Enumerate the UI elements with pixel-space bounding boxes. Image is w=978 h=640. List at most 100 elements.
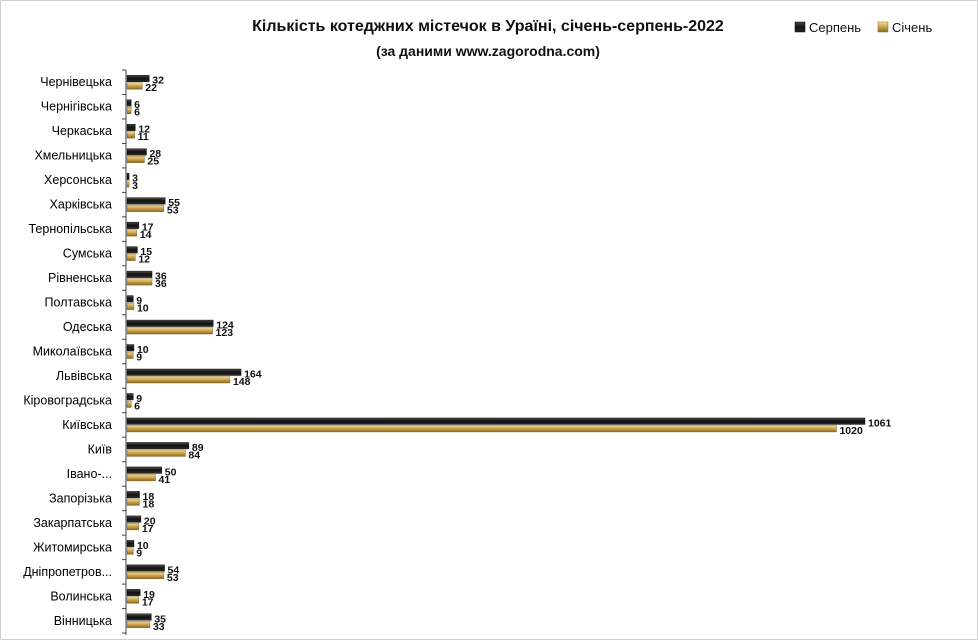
- category-label: Хмельницька: [34, 149, 112, 163]
- value-label-serpen: 35: [154, 613, 166, 625]
- value-label-sichen: 33: [153, 621, 165, 633]
- bar-sichen: [126, 449, 186, 457]
- chart-subtitle: (за даними www.zagorodna.com): [376, 43, 600, 59]
- bar-serpen: [126, 123, 136, 131]
- value-label-sichen: 6: [134, 400, 140, 412]
- value-label-sichen: 36: [155, 278, 167, 290]
- category-label: Полтавська: [45, 296, 112, 310]
- bar-sichen: [126, 131, 135, 139]
- bar-sichen: [126, 229, 137, 237]
- category-label: Сумська: [63, 247, 112, 261]
- value-label-sichen: 22: [145, 82, 157, 94]
- value-label-sichen: 9: [136, 547, 142, 559]
- value-label-serpen: 50: [165, 466, 177, 478]
- value-label-sichen: 17: [142, 596, 154, 608]
- bar-sichen: [126, 547, 134, 555]
- category-label: Чернігівська: [41, 100, 112, 114]
- value-label-serpen: 17: [142, 222, 154, 234]
- bar-sichen: [126, 155, 145, 163]
- category-label: Вінницька: [54, 614, 112, 628]
- bar-serpen: [126, 442, 190, 450]
- bar-serpen: [126, 344, 135, 352]
- value-label-sichen: 6: [134, 107, 140, 119]
- bar-sichen: [126, 351, 134, 359]
- value-label-serpen: 15: [140, 246, 152, 258]
- bar-serpen: [126, 417, 866, 425]
- category-label: Кіровоградська: [23, 393, 112, 407]
- bar-sichen: [126, 400, 132, 408]
- value-label-serpen: 55: [168, 197, 180, 209]
- value-label-sichen: 14: [140, 229, 152, 241]
- bar-sichen: [126, 498, 140, 506]
- bar-sichen: [126, 82, 143, 90]
- category-label: Львівська: [56, 369, 112, 383]
- bar-sichen: [126, 204, 165, 212]
- value-label-serpen: 124: [216, 320, 234, 332]
- bar-sichen: [126, 253, 136, 261]
- bar-sichen: [126, 302, 135, 310]
- category-label: Одеська: [63, 320, 112, 334]
- value-label-serpen: 19: [143, 589, 155, 601]
- bar-sichen: [126, 621, 151, 628]
- category-label: Івано-...: [67, 467, 112, 481]
- bar-sichen: [126, 572, 165, 580]
- value-label-serpen: 3: [132, 173, 138, 185]
- value-label-sichen: 17: [142, 523, 154, 535]
- value-label-sichen: 25: [147, 156, 159, 168]
- category-label: Київська: [62, 418, 112, 432]
- bar-serpen: [126, 75, 150, 82]
- value-label-serpen: 12: [138, 124, 150, 136]
- value-label-sichen: 148: [233, 376, 251, 388]
- category-label: Рівненська: [48, 271, 112, 285]
- category-label: Дніпропетров...: [23, 565, 112, 579]
- value-label-serpen: 36: [155, 271, 167, 283]
- value-label-serpen: 1061: [868, 417, 892, 429]
- legend: Серпень Січень: [794, 20, 932, 35]
- bar-sichen: [126, 180, 130, 188]
- bar-sichen: [126, 327, 213, 335]
- bar-serpen: [126, 589, 141, 597]
- bar-serpen: [126, 319, 214, 327]
- value-label-serpen: 10: [137, 344, 149, 356]
- bar-serpen: [126, 613, 152, 621]
- bar-sichen: [126, 474, 156, 482]
- bar-serpen: [126, 295, 134, 303]
- value-label-serpen: 20: [144, 515, 156, 527]
- value-label-serpen: 6: [134, 99, 140, 111]
- bar-serpen: [126, 466, 162, 474]
- category-label: Харківська: [50, 198, 112, 212]
- value-label-sichen: 84: [188, 449, 200, 461]
- category-label: Волинська: [50, 589, 112, 603]
- bar-sichen: [126, 278, 153, 286]
- value-label-serpen: 89: [192, 442, 204, 454]
- category-label: Херсонська: [44, 173, 112, 187]
- value-label-sichen: 18: [143, 498, 155, 510]
- value-label-sichen: 1020: [839, 425, 863, 437]
- category-label: Черкаська: [52, 124, 112, 138]
- bar-sichen: [126, 376, 231, 384]
- value-label-serpen: 9: [136, 393, 142, 405]
- value-label-sichen: 11: [138, 131, 149, 143]
- value-label-sichen: 12: [138, 254, 150, 266]
- category-label: Житомирська: [33, 540, 112, 554]
- value-label-serpen: 18: [143, 491, 155, 503]
- bar-sichen: [126, 523, 140, 531]
- bar-serpen: [126, 270, 153, 278]
- legend-swatch-serpen: [794, 21, 806, 33]
- value-label-sichen: 9: [136, 352, 142, 364]
- value-label-serpen: 164: [244, 369, 262, 381]
- legend-swatch-sichen: [877, 21, 889, 33]
- bar-serpen: [126, 515, 142, 523]
- category-label: Тернопільська: [28, 222, 112, 236]
- bar-serpen: [126, 564, 165, 572]
- bar-sichen: [126, 425, 837, 433]
- value-label-sichen: 10: [137, 303, 149, 315]
- legend-label-serpen: Серпень: [809, 20, 861, 35]
- bar-sichen: [126, 596, 140, 604]
- value-label-sichen: 3: [132, 180, 138, 192]
- value-label-serpen: 32: [152, 75, 164, 87]
- value-label-serpen: 10: [137, 540, 149, 552]
- category-label: Чернівецька: [40, 75, 112, 89]
- bar-sichen: [126, 107, 132, 114]
